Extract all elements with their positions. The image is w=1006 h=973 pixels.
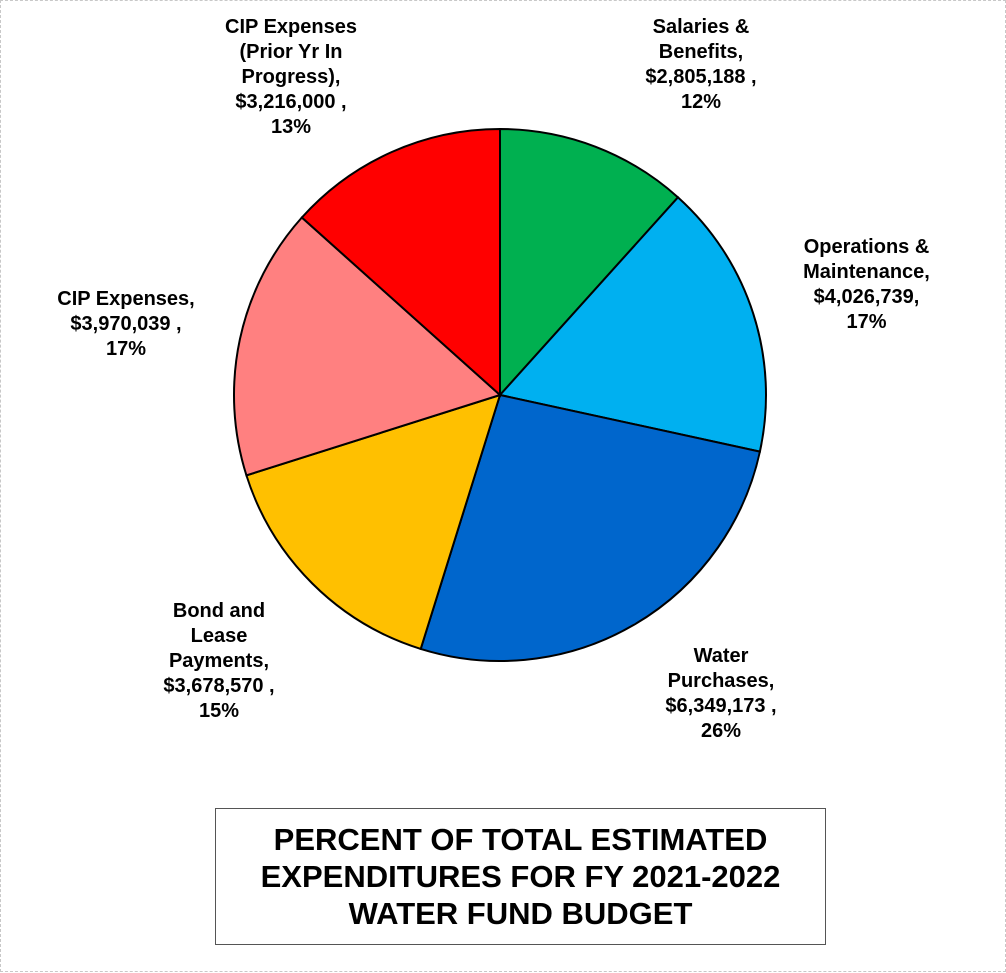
label-line: $4,026,739, <box>813 286 920 308</box>
slice-label-cip-expenses: CIP Expenses, $3,970,039 , 17% <box>21 287 231 362</box>
slice-label-salaries-benefits: Salaries & Benefits, $2,805,188 , 12% <box>601 15 801 115</box>
label-line: $3,678,570 , <box>163 675 275 697</box>
slice-label-cip-expenses-prior-year: CIP Expenses (Prior Yr In Progress), $3,… <box>191 15 391 140</box>
pie-slice-salaries-benefits <box>499 127 680 398</box>
label-line: 13% <box>270 116 312 138</box>
label-line: $2,805,188 , <box>645 66 757 88</box>
label-line: 17% <box>846 311 887 333</box>
slice-label-operations-maintenance: Operations & Maintenance, $4,026,739, 17… <box>759 235 974 335</box>
label-line: Water <box>693 645 749 667</box>
label-line: Payments, <box>168 650 270 672</box>
chart-title-line: PERCENT OF TOTAL ESTIMATED <box>273 822 768 857</box>
label-line: Purchases, <box>667 670 775 692</box>
chart-title-line: WATER FUND BUDGET <box>348 896 693 931</box>
label-line: CIP Expenses <box>225 16 357 38</box>
pie-slice-cip-expenses <box>233 216 502 477</box>
label-line: Benefits, <box>658 41 744 63</box>
label-line: 12% <box>680 91 722 113</box>
label-line: CIP Expenses, <box>57 288 195 310</box>
label-line: Salaries & <box>652 16 750 38</box>
label-line: $3,216,000 , <box>235 91 347 113</box>
label-line: $3,970,039 , <box>70 313 182 335</box>
chart-title-box: PERCENT OF TOTAL ESTIMATED EXPENDITURES … <box>215 808 826 945</box>
slice-label-water-purchases: Water Purchases, $6,349,173 , 26% <box>621 644 821 744</box>
pie-slice-operations-maintenance <box>498 195 767 453</box>
slice-label-bond-lease-payments: Bond and Lease Payments, $3,678,570 , 15… <box>119 599 319 724</box>
label-line: Operations & <box>803 236 930 258</box>
label-line: 15% <box>198 700 240 722</box>
label-line: 17% <box>105 338 147 360</box>
label-line: Lease <box>190 625 248 647</box>
label-line: 26% <box>700 720 742 742</box>
pie-slice-bond-and-lease-payments <box>245 393 502 651</box>
label-line: Bond and <box>172 600 266 622</box>
label-line: (Prior Yr In <box>239 41 343 63</box>
chart-title-line: EXPENDITURES FOR FY 2021-2022 <box>260 859 781 894</box>
pie-slice-water-purchases <box>419 393 762 662</box>
label-line: $6,349,173 , <box>665 695 777 717</box>
label-line: Progress), <box>241 66 341 88</box>
label-line: Maintenance, <box>803 261 930 283</box>
pie-slice-cip-expenses-prior-yr-in-progress <box>300 127 501 398</box>
